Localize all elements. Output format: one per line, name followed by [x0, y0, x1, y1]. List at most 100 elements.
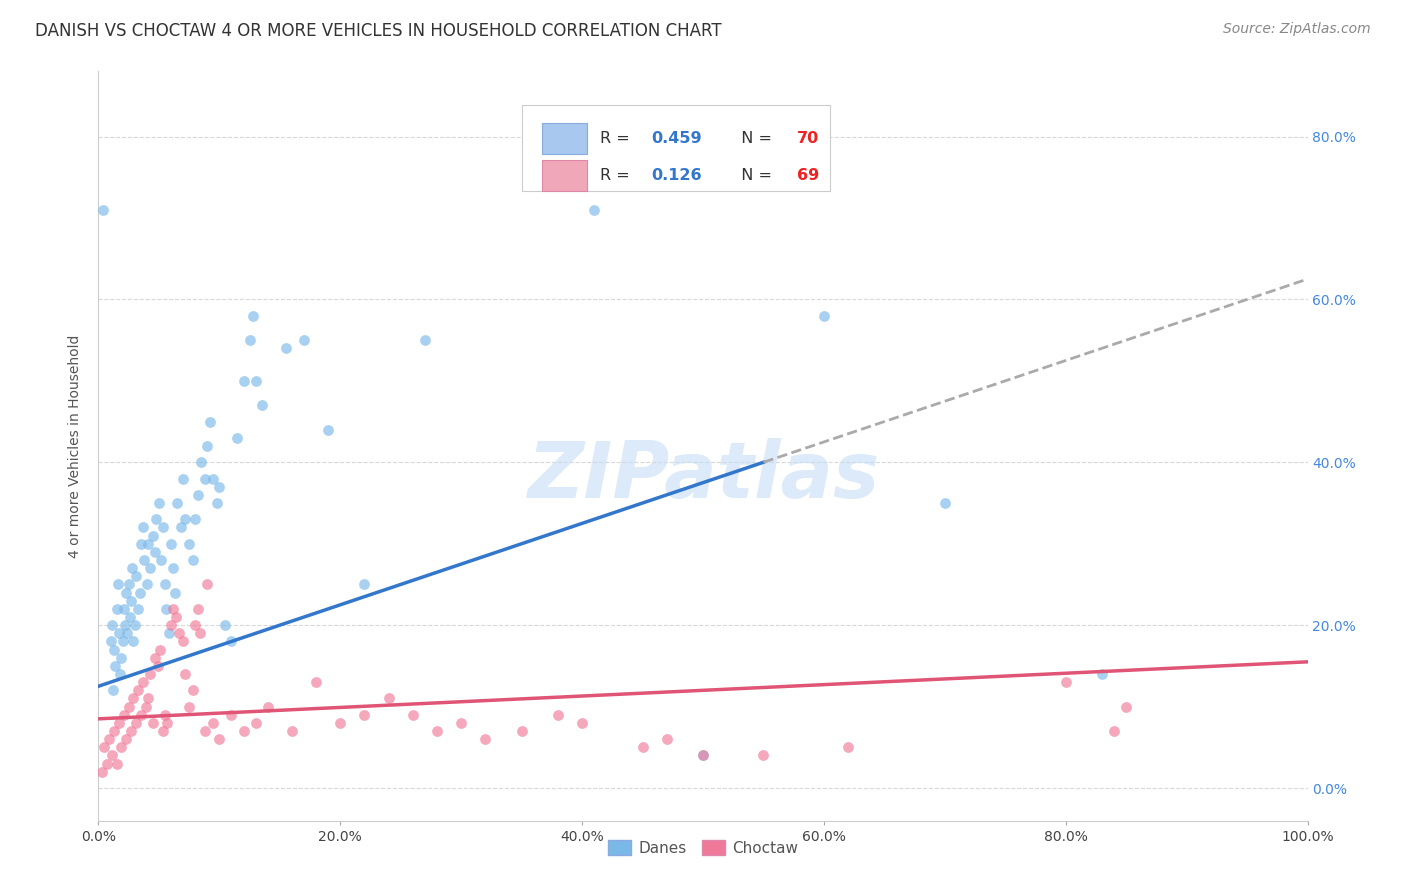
Point — [179, 699, 201, 714]
Point — [107, 577, 129, 591]
Point — [195, 577, 218, 591]
Point — [655, 732, 678, 747]
Point — [232, 724, 254, 739]
Point — [110, 740, 132, 755]
Point — [120, 724, 142, 739]
FancyBboxPatch shape — [522, 105, 830, 191]
Point — [129, 537, 152, 551]
Point — [157, 626, 180, 640]
Point — [160, 618, 183, 632]
Point — [329, 715, 352, 730]
Point — [100, 634, 122, 648]
Point — [239, 333, 262, 347]
Point — [135, 699, 157, 714]
Point — [813, 309, 835, 323]
Point — [128, 585, 150, 599]
Point — [184, 618, 207, 632]
Point — [353, 707, 375, 722]
Point — [101, 683, 124, 698]
Point — [155, 602, 177, 616]
Point — [162, 561, 184, 575]
Point — [122, 691, 145, 706]
Point — [112, 602, 135, 616]
Point — [195, 439, 218, 453]
Point — [100, 748, 122, 763]
Point — [181, 683, 204, 698]
Point — [179, 537, 201, 551]
FancyBboxPatch shape — [543, 160, 586, 192]
Point — [152, 520, 174, 534]
Text: 69: 69 — [797, 169, 820, 183]
Point — [153, 707, 176, 722]
Point — [91, 202, 114, 217]
Point — [169, 520, 191, 534]
Point — [163, 585, 186, 599]
Point — [274, 341, 297, 355]
FancyBboxPatch shape — [543, 123, 586, 154]
Point — [134, 553, 156, 567]
Point — [474, 732, 496, 747]
Point — [187, 602, 209, 616]
Point — [202, 715, 225, 730]
Point — [103, 642, 125, 657]
Point — [166, 496, 188, 510]
Point — [631, 740, 654, 755]
Point — [208, 732, 231, 747]
Point — [172, 472, 194, 486]
Point — [426, 724, 449, 739]
Point — [169, 626, 191, 640]
Point — [136, 691, 159, 706]
Point — [208, 480, 231, 494]
Point — [127, 683, 149, 698]
Point — [571, 715, 593, 730]
Point — [583, 202, 606, 217]
Point — [1054, 675, 1077, 690]
Point — [305, 675, 328, 690]
Point — [292, 333, 315, 347]
Point — [98, 732, 121, 747]
Text: 70: 70 — [797, 131, 820, 146]
Point — [110, 650, 132, 665]
Point — [125, 715, 148, 730]
Point — [120, 593, 142, 607]
Point — [111, 634, 134, 648]
Point — [146, 659, 169, 673]
Point — [124, 618, 146, 632]
Point — [156, 715, 179, 730]
Point — [194, 724, 217, 739]
Point — [221, 634, 243, 648]
Point — [692, 748, 714, 763]
Point — [93, 740, 115, 755]
Point — [353, 577, 375, 591]
Point — [450, 715, 472, 730]
Point — [202, 472, 225, 486]
Text: N =: N = — [731, 131, 778, 146]
Point — [125, 569, 148, 583]
Point — [256, 699, 278, 714]
Point — [153, 577, 176, 591]
Point — [114, 618, 136, 632]
Point — [139, 561, 162, 575]
Point — [165, 610, 187, 624]
Point — [377, 691, 399, 706]
Point — [112, 707, 135, 722]
Point — [142, 528, 165, 542]
Text: 0.126: 0.126 — [651, 169, 702, 183]
Point — [214, 618, 236, 632]
Point — [118, 577, 141, 591]
Point — [148, 496, 170, 510]
Point — [91, 764, 114, 779]
Point — [143, 545, 166, 559]
Point — [108, 667, 131, 681]
Point — [132, 675, 155, 690]
Point — [1091, 667, 1114, 681]
Point — [752, 748, 775, 763]
Point — [194, 472, 217, 486]
Point — [232, 374, 254, 388]
Legend: Danes, Choctaw: Danes, Choctaw — [602, 833, 804, 862]
Point — [188, 626, 211, 640]
Point — [127, 602, 149, 616]
Point — [162, 602, 184, 616]
Point — [143, 650, 166, 665]
Point — [129, 707, 152, 722]
